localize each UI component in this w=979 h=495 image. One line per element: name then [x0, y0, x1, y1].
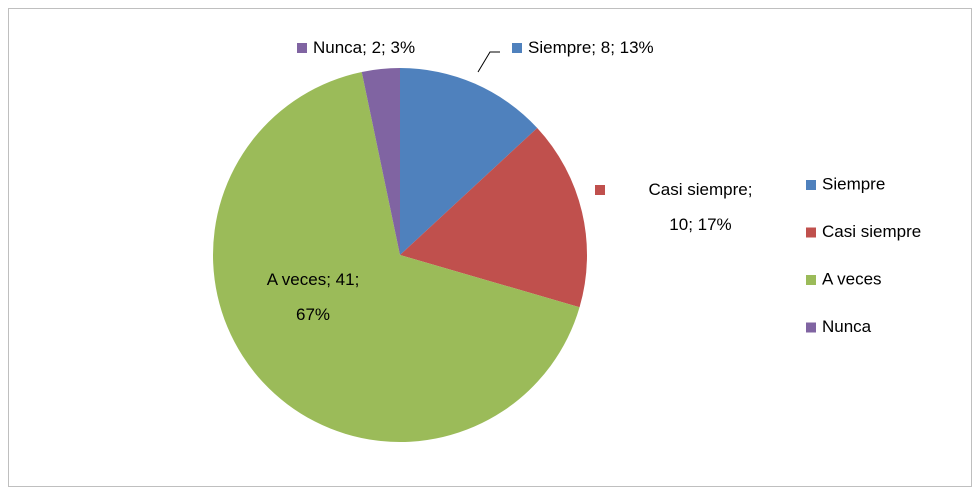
- legend-key: [806, 227, 816, 238]
- pie-slice: [361, 68, 400, 255]
- pie-slice: [400, 127, 588, 308]
- data-label: A veces; 41; 67%: [266, 270, 360, 324]
- legend-label: Siempre: [822, 174, 885, 193]
- legend-key: [806, 275, 816, 285]
- pie-slice: [213, 71, 580, 442]
- label-key: [297, 43, 307, 53]
- label-key: [595, 185, 605, 195]
- pie-slice: [400, 68, 538, 255]
- data-label: Casi siempre; 10; 17%: [648, 180, 753, 234]
- legend-label: A veces: [822, 269, 882, 288]
- leader-line: [477, 51, 500, 73]
- data-label: Nunca; 2; 3%: [313, 38, 416, 57]
- legend-key: [806, 322, 816, 333]
- label-key: [512, 43, 522, 53]
- legend-key: [806, 180, 816, 190]
- data-label: Siempre; 8; 13%: [528, 38, 654, 57]
- legend-label: Casi siempre: [822, 222, 921, 241]
- legend-label: Nunca: [822, 317, 872, 336]
